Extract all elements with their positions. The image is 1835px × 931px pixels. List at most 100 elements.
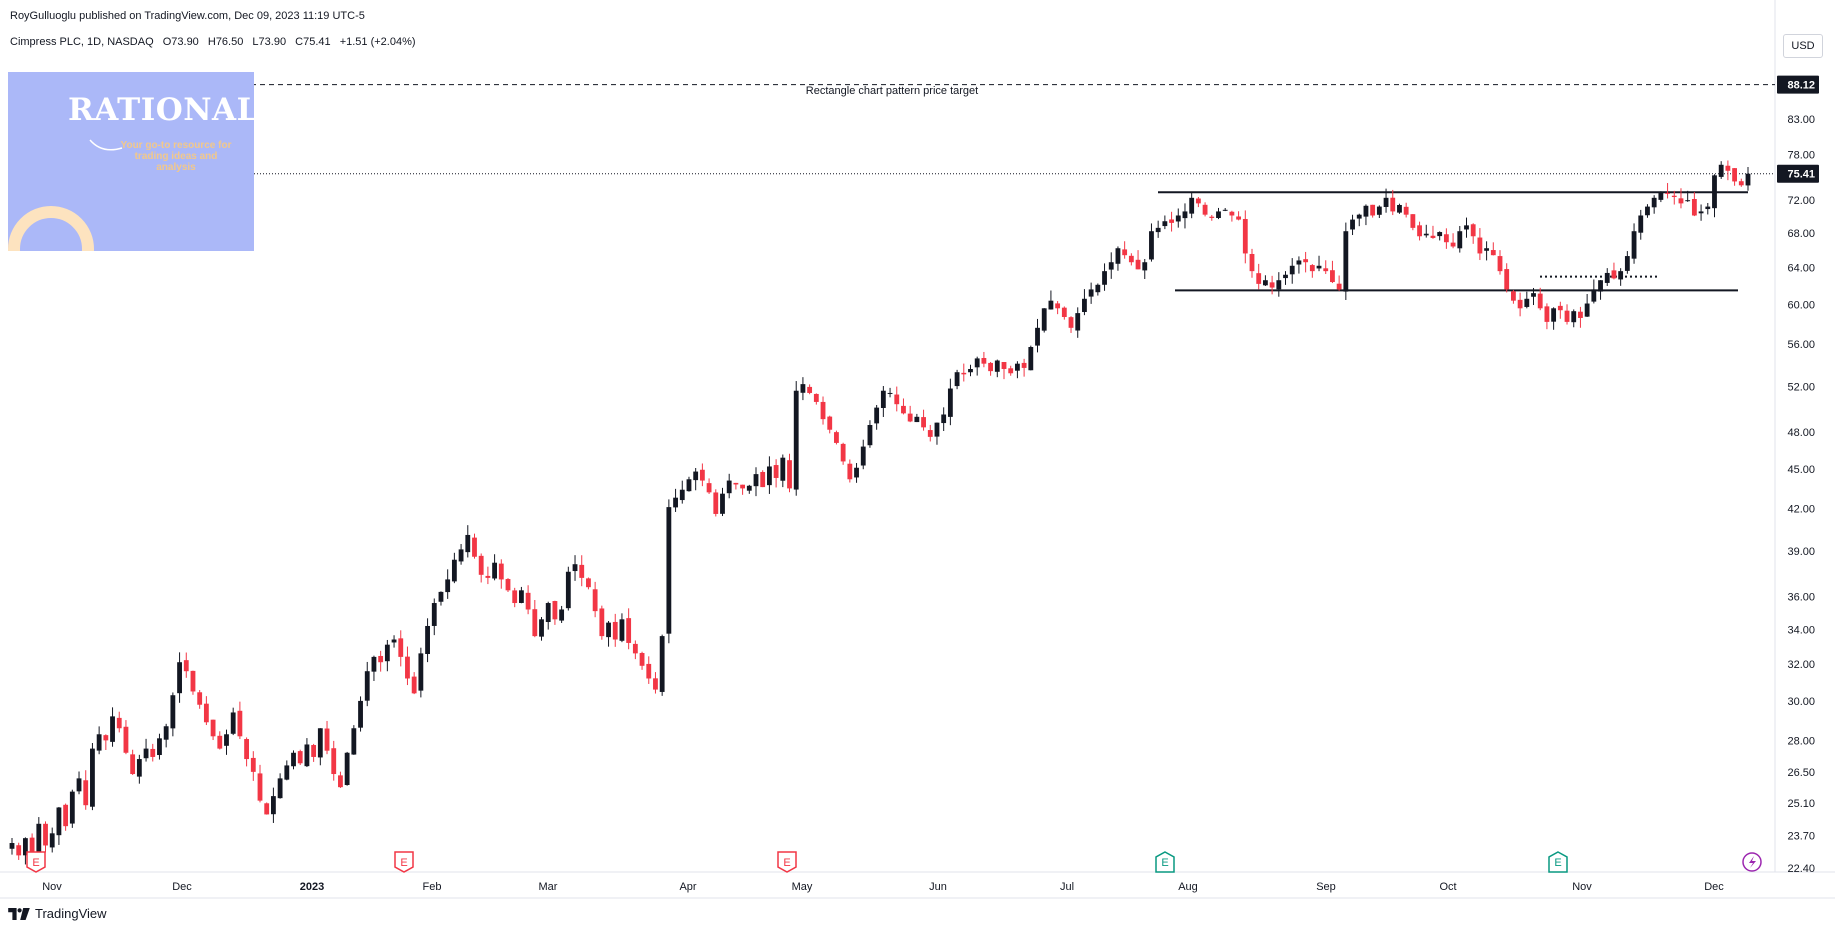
candle[interactable]: [1618, 268, 1624, 286]
candle[interactable]: [780, 454, 786, 488]
candle[interactable]: [840, 442, 846, 465]
candle[interactable]: [103, 734, 109, 750]
candle[interactable]: [277, 773, 283, 799]
candle[interactable]: [1450, 233, 1456, 249]
candle[interactable]: [1557, 301, 1563, 319]
candle[interactable]: [1383, 188, 1389, 213]
price-axis[interactable]: 83.00 78.00 72.00 68.00 64.00 60.00 56.00 52.00…: [1777, 75, 1819, 875]
candle[interactable]: [820, 396, 826, 425]
candle[interactable]: [1537, 287, 1543, 311]
candle[interactable]: [713, 489, 719, 517]
candle[interactable]: [364, 661, 370, 707]
candle[interactable]: [230, 707, 236, 736]
candle[interactable]: [619, 613, 625, 643]
candle[interactable]: [9, 837, 15, 855]
candle[interactable]: [1162, 215, 1168, 230]
candle[interactable]: [16, 842, 22, 860]
candle[interactable]: [1350, 214, 1355, 236]
candle[interactable]: [1155, 220, 1161, 238]
candle[interactable]: [478, 553, 484, 583]
candle[interactable]: [586, 577, 591, 590]
candle[interactable]: [921, 409, 926, 431]
candle[interactable]: [907, 405, 913, 423]
candle[interactable]: [1698, 204, 1704, 221]
candle[interactable]: [954, 369, 960, 390]
candle[interactable]: [639, 651, 645, 670]
candle[interactable]: [673, 488, 678, 512]
candle[interactable]: [1631, 223, 1637, 264]
candle[interactable]: [1678, 188, 1684, 209]
candle[interactable]: [632, 640, 638, 660]
candle[interactable]: [807, 384, 813, 395]
candle[interactable]: [391, 635, 397, 648]
candle[interactable]: [914, 413, 920, 423]
candle[interactable]: [545, 601, 551, 630]
candle[interactable]: [572, 555, 578, 581]
candle[interactable]: [1571, 309, 1577, 328]
candle[interactable]: [358, 696, 363, 732]
candle[interactable]: [405, 646, 410, 686]
candle[interactable]: [270, 787, 276, 823]
candle[interactable]: [371, 655, 377, 681]
candle[interactable]: [1531, 287, 1536, 306]
candle[interactable]: [686, 476, 692, 492]
candle[interactable]: [1376, 205, 1382, 219]
candle[interactable]: [1041, 308, 1047, 333]
candle[interactable]: [411, 672, 417, 695]
candle[interactable]: [988, 361, 994, 376]
candle[interactable]: [887, 387, 893, 398]
candle[interactable]: [451, 552, 457, 584]
candle[interactable]: [532, 599, 538, 638]
candle[interactable]: [525, 585, 531, 615]
candle[interactable]: [1712, 174, 1717, 218]
candle[interactable]: [1149, 223, 1154, 262]
candle[interactable]: [1169, 211, 1174, 232]
candle[interactable]: [827, 415, 833, 434]
candle[interactable]: [1685, 190, 1691, 202]
candle[interactable]: [1464, 217, 1469, 238]
candle[interactable]: [1289, 258, 1295, 284]
candle[interactable]: [1397, 203, 1402, 214]
candle[interactable]: [1732, 168, 1738, 186]
candle[interactable]: [1544, 303, 1550, 330]
candle[interactable]: [1604, 268, 1610, 286]
candle[interactable]: [1128, 253, 1134, 266]
candle[interactable]: [130, 749, 136, 775]
candle[interactable]: [69, 789, 75, 828]
candle[interactable]: [203, 696, 209, 726]
candle[interactable]: [1182, 203, 1188, 229]
symbol-name[interactable]: Cimpress PLC, 1D, NASDAQ: [10, 36, 154, 48]
candle[interactable]: [163, 723, 169, 748]
candle[interactable]: [813, 393, 819, 405]
candle[interactable]: [1470, 223, 1476, 244]
candle[interactable]: [518, 586, 524, 604]
candle[interactable]: [1691, 192, 1697, 217]
candle[interactable]: [1222, 207, 1228, 212]
candle[interactable]: [1645, 204, 1650, 218]
candle[interactable]: [1028, 345, 1034, 371]
candle[interactable]: [1356, 213, 1362, 227]
candle[interactable]: [197, 690, 203, 709]
candle[interactable]: [244, 737, 250, 767]
candle[interactable]: [874, 404, 880, 430]
candle[interactable]: [1551, 307, 1557, 330]
candle[interactable]: [1665, 183, 1670, 199]
tradingview-brand[interactable]: TradingView: [8, 906, 107, 921]
candle[interactable]: [224, 729, 229, 755]
time-axis[interactable]: Nov Dec 2023 Feb Mar Apr May Jun Jul Aug Sep Oct Nov…: [42, 881, 1724, 893]
candle[interactable]: [1658, 191, 1664, 203]
candle[interactable]: [143, 738, 149, 762]
candle[interactable]: [746, 484, 752, 494]
candle[interactable]: [498, 559, 504, 589]
candle[interactable]: [1135, 250, 1141, 270]
candle[interactable]: [1651, 195, 1657, 214]
candle[interactable]: [1068, 316, 1074, 333]
candle[interactable]: [653, 672, 658, 694]
candle[interactable]: [1611, 262, 1617, 280]
candle[interactable]: [250, 751, 256, 781]
candle[interactable]: [136, 754, 142, 784]
candle[interactable]: [1484, 241, 1490, 261]
candle[interactable]: [505, 578, 511, 592]
candle[interactable]: [465, 525, 471, 558]
candle[interactable]: [800, 377, 806, 401]
